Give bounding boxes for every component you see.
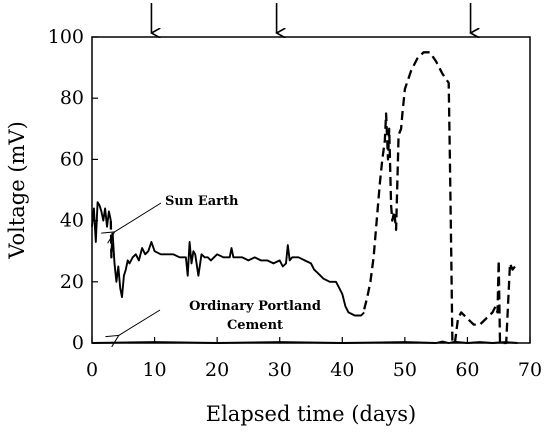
- annotation-arrow: [119, 309, 161, 335]
- annotation-arrow: [115, 202, 162, 232]
- annotations: Sun Earth Ordinary Portland Cement: [115, 194, 321, 335]
- series-line-1: [91, 201, 112, 243]
- annotation-portland-line1: Ordinary Portland: [189, 299, 321, 314]
- series-line-5: [91, 340, 518, 344]
- x-tick-label: 30: [268, 359, 292, 381]
- plot-area: [91, 36, 531, 344]
- x-axis: 0 10 20 30 40 50 60 70: [86, 337, 542, 381]
- series-line-4: [363, 51, 516, 345]
- x-tick-label: 0: [86, 359, 98, 381]
- y-axis: 0 20 40 60 80 100: [48, 26, 98, 354]
- x-tick-label: 50: [393, 359, 417, 381]
- annotation-portland-line2: Cement: [227, 318, 283, 333]
- x-tick-label: 10: [142, 359, 166, 381]
- y-tick-label: 80: [60, 87, 84, 109]
- x-tick-label: 60: [455, 359, 479, 381]
- y-tick-label: 40: [60, 210, 84, 232]
- arrow-markers: [151, 3, 470, 33]
- x-axis-title: Elapsed time (days): [206, 402, 417, 426]
- x-tick-label: 20: [205, 359, 229, 381]
- x-tick-label: 40: [330, 359, 354, 381]
- x-tick-label: 70: [518, 359, 542, 381]
- series-line-3: [111, 232, 365, 317]
- y-tick-label: 100: [48, 26, 84, 48]
- y-axis-title: Voltage (mV): [5, 121, 29, 260]
- annotation-sun-earth: Sun Earth: [165, 194, 239, 209]
- y-tick-label: 0: [72, 332, 84, 354]
- y-tick-label: 20: [60, 271, 84, 293]
- y-tick-label: 60: [60, 148, 84, 170]
